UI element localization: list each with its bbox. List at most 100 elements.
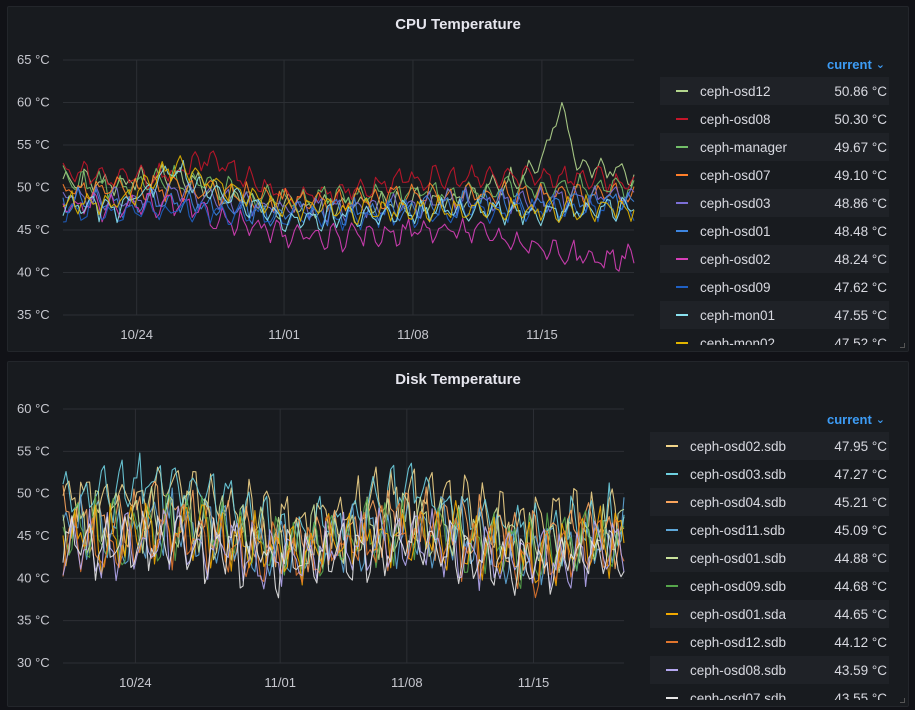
- series-color-swatch[interactable]: [676, 174, 688, 176]
- series-color-swatch[interactable]: [676, 258, 688, 260]
- legend-series-name[interactable]: ceph-osd04.sdb: [690, 494, 787, 510]
- legend: current ⌄ ceph-osd02.sdb 47.95 °C ceph-osd0…: [650, 412, 889, 700]
- legend-series-value: 44.65 °C: [834, 606, 887, 622]
- series-line[interactable]: [62, 150, 635, 206]
- y-tick-label: 40 °C: [17, 570, 50, 585]
- series-color-swatch[interactable]: [676, 314, 688, 316]
- legend-series-name[interactable]: ceph-osd09: [700, 279, 771, 295]
- legend-series-name[interactable]: ceph-osd07: [700, 167, 771, 183]
- legend-item[interactable]: ceph-osd03.sdb 47.27 °C: [650, 460, 889, 488]
- disk-chart[interactable]: 30 °C 35 °C 40 °C 45 °C 50 °C 55 °C 60 °C 10/24…: [8, 362, 648, 707]
- legend-series-name[interactable]: ceph-osd11.sdb: [690, 522, 786, 538]
- y-tick-label: 45 °C: [17, 528, 50, 543]
- legend-series-name[interactable]: ceph-osd02.sdb: [690, 438, 787, 454]
- series-color-swatch[interactable]: [676, 146, 688, 148]
- legend-series-name[interactable]: ceph-osd01.sdb: [690, 550, 787, 566]
- panel-title[interactable]: CPU Temperature: [395, 16, 521, 33]
- legend-item[interactable]: ceph-osd12 50.86 °C: [660, 77, 889, 105]
- resize-handle-icon[interactable]: [900, 343, 905, 348]
- legend-item[interactable]: ceph-osd01.sdb 44.88 °C: [650, 544, 889, 572]
- series-color-swatch[interactable]: [666, 697, 678, 699]
- series-color-swatch[interactable]: [666, 445, 678, 447]
- legend-series-value: 49.67 °C: [834, 139, 887, 155]
- legend-item[interactable]: ceph-osd12.sdb 44.12 °C: [650, 628, 889, 656]
- series-line[interactable]: [62, 500, 625, 587]
- series-color-swatch[interactable]: [666, 501, 678, 503]
- legend-item[interactable]: ceph-osd07.sdb 43.55 °C: [650, 684, 889, 700]
- series-color-swatch[interactable]: [676, 230, 688, 232]
- legend-item[interactable]: ceph-osd01 48.48 °C: [660, 217, 889, 245]
- legend-series-name[interactable]: ceph-mon02: [700, 335, 776, 346]
- legend-series-value: 48.24 °C: [834, 251, 887, 267]
- legend-series-name[interactable]: ceph-osd01: [700, 223, 771, 239]
- series-color-swatch[interactable]: [666, 529, 678, 531]
- y-tick-label: 55 °C: [17, 137, 50, 152]
- legend-sort-current[interactable]: current ⌄: [650, 412, 889, 432]
- legend-item[interactable]: ceph-osd09.sdb 44.68 °C: [650, 572, 889, 600]
- legend-series-value: 49.10 °C: [834, 167, 887, 183]
- series-color-swatch[interactable]: [666, 473, 678, 475]
- series-line[interactable]: [62, 175, 635, 213]
- legend-item[interactable]: ceph-osd11.sdb 45.09 °C: [650, 516, 889, 544]
- legend-series-name[interactable]: ceph-osd02: [700, 251, 771, 267]
- legend-series-name[interactable]: ceph-osd03: [700, 195, 771, 211]
- legend-item[interactable]: ceph-osd09 47.62 °C: [660, 273, 889, 301]
- legend-item[interactable]: ceph-manager 49.67 °C: [660, 133, 889, 161]
- legend-item[interactable]: ceph-osd02 48.24 °C: [660, 245, 889, 273]
- resize-handle-icon[interactable]: [900, 698, 905, 703]
- legend-series-value: 45.21 °C: [834, 494, 887, 510]
- series-color-swatch[interactable]: [676, 342, 688, 344]
- series-color-swatch[interactable]: [676, 90, 688, 92]
- legend-series-value: 47.62 °C: [834, 279, 887, 295]
- series-color-swatch[interactable]: [676, 202, 688, 204]
- series-line[interactable]: [62, 159, 635, 232]
- y-tick-label: 45 °C: [17, 222, 50, 237]
- legend-header-label[interactable]: current: [826, 412, 872, 427]
- legend-item[interactable]: ceph-osd03 48.86 °C: [660, 189, 889, 217]
- x-tick-label: 11/15: [518, 675, 550, 690]
- legend-item[interactable]: ceph-mon01 47.55 °C: [660, 301, 889, 329]
- legend-header-label[interactable]: current: [826, 57, 872, 72]
- series-line[interactable]: [62, 502, 625, 599]
- legend-item[interactable]: ceph-osd08 50.30 °C: [660, 105, 889, 133]
- legend-item[interactable]: ceph-osd07 49.10 °C: [660, 161, 889, 189]
- legend-item[interactable]: ceph-mon02 47.52 °C: [660, 329, 889, 345]
- legend-series-name[interactable]: ceph-osd01.sda: [690, 606, 787, 622]
- legend-series-name[interactable]: ceph-osd03.sdb: [690, 466, 787, 482]
- disk-temperature-panel: Disk Temperature 30 °C 35 °C 40 °C 45 °C 50 …: [7, 361, 909, 707]
- series-color-swatch[interactable]: [676, 286, 688, 288]
- legend-series-value: 47.27 °C: [834, 466, 887, 482]
- series-line[interactable]: [62, 155, 635, 225]
- legend-series-name[interactable]: ceph-manager: [700, 139, 788, 155]
- series-line[interactable]: [62, 493, 625, 589]
- cpu-chart[interactable]: 35 °C 40 °C 45 °C 50 °C 55 °C 60 °C 65 °C 10/24…: [8, 7, 658, 352]
- series-color-swatch[interactable]: [666, 585, 678, 587]
- series-color-swatch[interactable]: [666, 613, 678, 615]
- legend-item[interactable]: ceph-osd08.sdb 43.59 °C: [650, 656, 889, 684]
- series-line[interactable]: [62, 510, 625, 599]
- panel-title[interactable]: Disk Temperature: [395, 371, 521, 388]
- legend-series-name[interactable]: ceph-osd08: [700, 111, 771, 127]
- legend-rows: ceph-osd12 50.86 °C ceph-osd08 50.30 °C ceph…: [660, 77, 889, 345]
- x-tick-label: 10/24: [119, 675, 152, 690]
- legend-series-name[interactable]: ceph-osd12: [700, 83, 771, 99]
- legend-series-name[interactable]: ceph-osd08.sdb: [690, 662, 787, 678]
- legend-series-value: 43.55 °C: [834, 690, 887, 701]
- legend-series-name[interactable]: ceph-osd07.sdb: [690, 690, 787, 701]
- legend-item[interactable]: ceph-osd04.sdb 45.21 °C: [650, 488, 889, 516]
- series-line[interactable]: [62, 191, 635, 272]
- series-line[interactable]: [62, 186, 635, 227]
- y-tick-label: 35 °C: [17, 613, 50, 628]
- legend-series-name[interactable]: ceph-mon01: [700, 307, 776, 323]
- legend-item[interactable]: ceph-osd01.sda 44.65 °C: [650, 600, 889, 628]
- legend-sort-current[interactable]: current ⌄: [660, 57, 889, 77]
- y-tick-label: 35 °C: [17, 307, 50, 322]
- legend-series-name[interactable]: ceph-osd09.sdb: [690, 578, 787, 594]
- series-color-swatch[interactable]: [676, 118, 688, 120]
- series-line[interactable]: [62, 505, 625, 592]
- legend-item[interactable]: ceph-osd02.sdb 47.95 °C: [650, 432, 889, 460]
- series-color-swatch[interactable]: [666, 557, 678, 559]
- series-color-swatch[interactable]: [666, 641, 678, 643]
- series-color-swatch[interactable]: [666, 669, 678, 671]
- legend-series-name[interactable]: ceph-osd12.sdb: [690, 634, 787, 650]
